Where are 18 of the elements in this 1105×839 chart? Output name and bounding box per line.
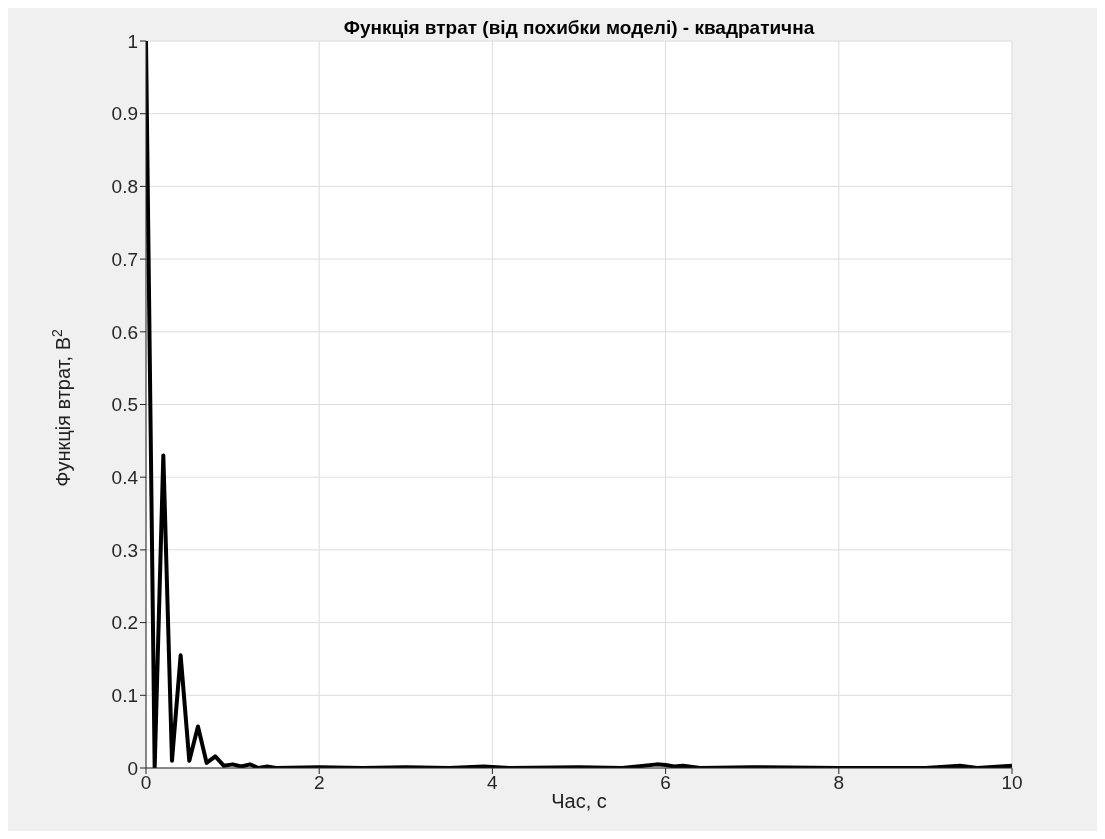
x-tick-label: 2 [313,772,325,794]
y-tick-label: 1 [127,30,138,52]
y-tick-label: 0 [127,757,138,779]
x-tick-label: 4 [487,772,499,794]
x-tick-label: 6 [660,772,671,794]
chart-title: Функція втрат (від похибки моделі) - квадратична [343,17,815,38]
y-tick-label: 0.6 [111,321,138,343]
y-tick-label: 0.5 [111,394,138,416]
y-tick-label: 0.4 [111,466,139,488]
x-axis-title: Час, с [551,790,607,812]
x-tick-label: 8 [833,772,845,794]
y-tick-label: 0.7 [111,248,138,270]
y-tick-label: 0.2 [111,612,138,634]
y-tick-label: 0.9 [111,103,138,125]
y-tick-label: 0.8 [111,176,138,198]
y-tick-label: 0.1 [111,685,138,707]
y-tick-label: 0.3 [111,539,138,561]
x-tick-label: 10 [1001,772,1023,794]
